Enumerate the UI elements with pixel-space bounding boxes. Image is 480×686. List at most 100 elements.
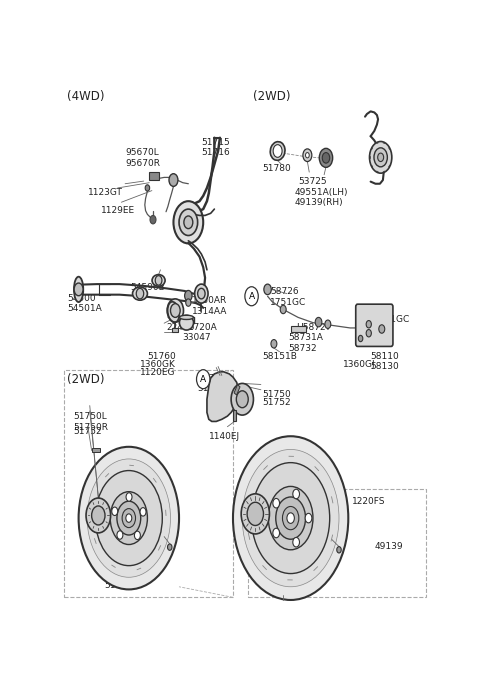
Circle shape (233, 436, 348, 600)
Circle shape (378, 153, 384, 162)
Circle shape (170, 304, 180, 318)
Bar (234, 385, 240, 395)
Circle shape (325, 320, 331, 329)
Text: H58727: H58727 (296, 322, 332, 331)
Circle shape (252, 462, 330, 573)
Circle shape (173, 201, 203, 244)
Circle shape (273, 145, 282, 157)
Text: 53725: 53725 (298, 178, 327, 187)
Text: 51715
51716: 51715 51716 (202, 138, 230, 157)
Circle shape (268, 486, 313, 549)
Text: 58151B: 58151B (263, 352, 298, 361)
Text: A: A (200, 375, 206, 383)
Circle shape (245, 287, 258, 306)
Circle shape (359, 335, 363, 342)
Circle shape (179, 209, 198, 235)
Text: 95670L
95670R: 95670L 95670R (125, 148, 160, 168)
Circle shape (117, 531, 123, 539)
Text: 49551A(LH)
49139(RH): 49551A(LH) 49139(RH) (294, 188, 348, 207)
Text: 49139: 49139 (374, 542, 403, 551)
Circle shape (366, 320, 372, 328)
Circle shape (86, 498, 110, 533)
Circle shape (241, 494, 269, 534)
Polygon shape (207, 372, 239, 421)
Circle shape (96, 471, 162, 566)
Circle shape (337, 547, 341, 553)
Text: 51780: 51780 (263, 164, 291, 173)
Text: 51752: 51752 (263, 398, 291, 407)
Circle shape (305, 513, 312, 523)
Text: 1360GK: 1360GK (140, 359, 176, 368)
Circle shape (366, 329, 372, 337)
Circle shape (185, 290, 192, 301)
Circle shape (231, 383, 253, 415)
Text: 1129EE: 1129EE (101, 206, 135, 215)
Circle shape (110, 492, 147, 545)
Text: 1751GC: 1751GC (374, 315, 410, 324)
Circle shape (145, 185, 150, 191)
Circle shape (126, 493, 132, 501)
Ellipse shape (74, 276, 83, 302)
Circle shape (264, 284, 271, 295)
Circle shape (186, 299, 191, 306)
Circle shape (134, 531, 140, 540)
Bar (233, 410, 236, 421)
Circle shape (247, 502, 264, 525)
Text: 58726
1751GC: 58726 1751GC (270, 287, 306, 307)
Bar (290, 326, 305, 332)
Circle shape (293, 489, 300, 499)
Bar (172, 328, 178, 331)
Circle shape (195, 284, 208, 303)
Circle shape (184, 216, 193, 228)
Circle shape (74, 283, 83, 296)
Circle shape (92, 506, 105, 525)
Text: A: A (249, 292, 255, 300)
Bar (248, 489, 426, 598)
Circle shape (169, 174, 178, 187)
Bar (92, 449, 100, 452)
Circle shape (112, 507, 118, 515)
Circle shape (293, 537, 300, 547)
Circle shape (140, 508, 146, 516)
Text: 51750: 51750 (263, 390, 291, 399)
Circle shape (282, 506, 299, 530)
Circle shape (287, 513, 294, 523)
Circle shape (242, 449, 339, 587)
Ellipse shape (180, 316, 193, 320)
Bar (64, 370, 233, 598)
Text: 51760: 51760 (147, 352, 176, 361)
Circle shape (136, 288, 144, 299)
Text: 58110
58130: 58110 58130 (371, 352, 399, 371)
Text: (4WD): (4WD) (67, 91, 105, 104)
Text: 1430AR
1314AA: 1430AR 1314AA (192, 296, 228, 316)
Circle shape (379, 324, 385, 333)
Circle shape (271, 340, 277, 348)
Circle shape (305, 152, 309, 158)
Text: 1220FS: 1220FS (136, 497, 170, 506)
Ellipse shape (180, 316, 193, 330)
Text: 51712: 51712 (294, 582, 323, 591)
Circle shape (117, 501, 141, 535)
Circle shape (236, 391, 248, 407)
Circle shape (150, 215, 156, 224)
Text: 1140EJ: 1140EJ (209, 432, 240, 441)
Text: 54590B: 54590B (131, 283, 166, 292)
Circle shape (322, 152, 330, 163)
Text: 51750L
51750R: 51750L 51750R (73, 412, 108, 432)
Text: 1360GJ: 1360GJ (343, 359, 375, 368)
Text: 51712: 51712 (105, 582, 133, 591)
Circle shape (198, 288, 205, 299)
Circle shape (319, 148, 333, 167)
Circle shape (303, 149, 312, 162)
Text: 54500
54501A: 54500 54501A (67, 294, 102, 313)
Circle shape (280, 305, 286, 314)
Text: 51755
51756: 51755 51756 (198, 374, 227, 393)
Bar (149, 172, 158, 180)
Text: 58731A
58732: 58731A 58732 (289, 333, 324, 353)
Circle shape (273, 528, 279, 538)
Text: 1120EG: 1120EG (140, 368, 176, 377)
Circle shape (370, 141, 392, 173)
Ellipse shape (132, 287, 147, 300)
Text: 51752: 51752 (73, 427, 102, 436)
Circle shape (87, 459, 170, 577)
